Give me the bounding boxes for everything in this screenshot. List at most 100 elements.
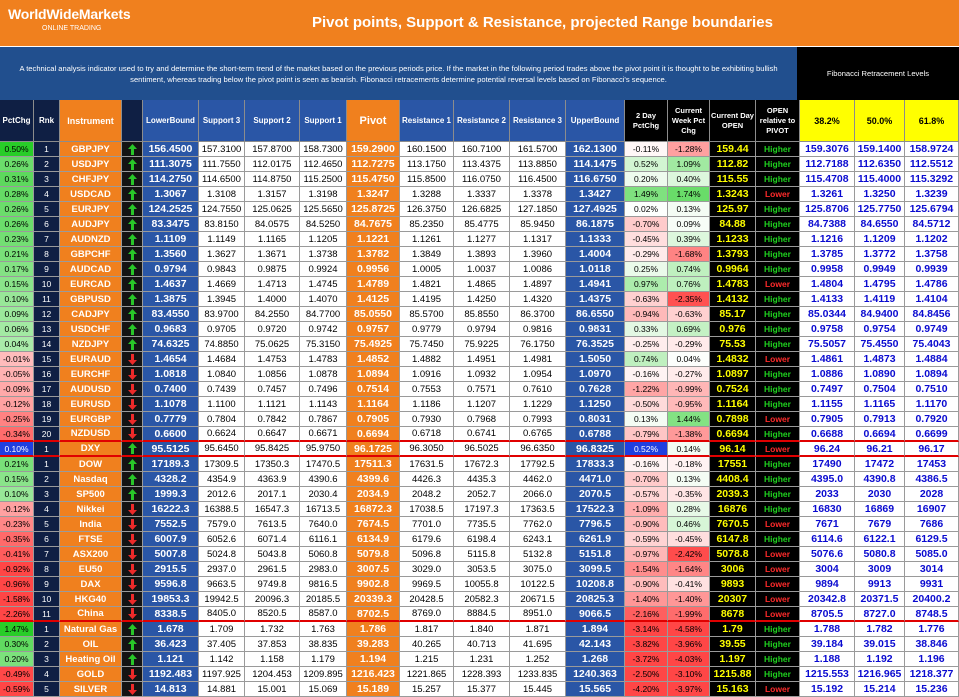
current-week-pct-chg-cell: 0.74% [668,262,710,277]
rank-cell: 5 [34,517,60,532]
support-2-cell: 1.158 [245,652,300,667]
fib-38-2-cell: 16830 [800,502,855,517]
current-week-pct-chg-cell: 0.40% [668,172,710,187]
resistance-3-cell: 86.3700 [510,307,566,322]
current-week-pct-chg-cell: -4.03% [668,652,710,667]
support-3-cell: 1.1100 [199,397,245,412]
support-3-cell: 1.1149 [199,232,245,247]
pct-chg-cell: 0.26% [0,217,34,232]
support-2-cell: 1.3671 [245,247,300,262]
fib-61-8-cell: 0.7920 [905,412,959,427]
pivot-cell: 15.189 [347,682,400,697]
two-day-pct-chg-cell: -0.16% [625,457,668,472]
support-3-cell: 4354.9 [199,472,245,487]
fib-50-0-cell: 9913 [855,577,905,592]
current-week-pct-chg-cell: -2.35% [668,292,710,307]
instrument-cell: USDCHF [60,322,122,337]
fib-61-8-cell: 0.6699 [905,427,959,442]
pct-chg-cell: -0.05% [0,367,34,382]
resistance-3-cell: 161.5700 [510,142,566,157]
instrument-cell: CHFJPY [60,172,122,187]
open-relative-to-pivot-cell: Lower [756,682,800,697]
two-day-pct-chg-cell: -0.11% [625,142,668,157]
table-row: -0.12% 4 Nikkei 16222.3 16388.5 16547.3 16713.… [0,502,959,517]
upper-bound-cell: 0.8031 [566,412,625,427]
current-day-open-cell: 112.82 [710,157,756,172]
pct-chg-cell: 0.04% [0,337,34,352]
open-relative-to-pivot-cell: Higher [756,307,800,322]
current-day-open-cell: 0.7524 [710,382,756,397]
current-week-pct-chg-cell: -1.68% [668,247,710,262]
fib-38-2-cell: 1.1216 [800,232,855,247]
open-relative-to-pivot-cell: Higher [756,367,800,382]
rank-cell: 7 [34,232,60,247]
fib-38-2-cell: 3004 [800,562,855,577]
upper-bound-cell: 0.6788 [566,427,625,442]
resistance-3-cell: 116.4500 [510,172,566,187]
support-2-cell: 112.0175 [245,157,300,172]
support-3-cell: 1.3108 [199,187,245,202]
resistance-2-cell: 126.6825 [454,202,510,217]
fib-61-8-cell: 0.9749 [905,322,959,337]
pct-chg-cell: -0.01% [0,352,34,367]
support-3-cell: 1.4669 [199,277,245,292]
support-1-cell: 1.4745 [300,277,347,292]
resistance-2-cell: 0.7968 [454,412,510,427]
header-pct-chg: PctChg [0,100,34,142]
fib-61-8-cell: 1.196 [905,652,959,667]
fib-61-8-cell: 3014 [905,562,959,577]
resistance-1-cell: 1.3849 [400,247,454,262]
pct-chg-cell: -0.96% [0,577,34,592]
pivot-cell: 1.4125 [347,292,400,307]
trend-cell [122,652,143,667]
row-group: 0.10% 1 DXY 95.5125 95.6450 95.8425 95.9750 96.… [0,442,959,457]
upper-bound-cell: 6261.9 [566,532,625,547]
fib-50-0-cell: 1216.965 [855,667,905,682]
fib-61-8-cell: 38.846 [905,637,959,652]
upper-bound-cell: 1.268 [566,652,625,667]
instrument-cell: NZDJPY [60,337,122,352]
resistance-1-cell: 1.4821 [400,277,454,292]
resistance-1-cell: 40.265 [400,637,454,652]
open-relative-to-pivot-cell: Lower [756,562,800,577]
pivot-cell: 1.3247 [347,187,400,202]
resistance-3-cell: 113.8850 [510,157,566,172]
pct-chg-cell: -0.35% [0,532,34,547]
fib-38-2-cell: 1.188 [800,652,855,667]
support-1-cell: 1.1143 [300,397,347,412]
lower-bound-cell: 83.3475 [143,217,199,232]
upper-bound-cell: 15.565 [566,682,625,697]
pivot-cell: 0.7905 [347,412,400,427]
rank-cell: 5 [34,682,60,697]
lower-bound-cell: 1.4654 [143,352,199,367]
trend-cell [122,217,143,232]
rank-cell: 8 [34,247,60,262]
trend-cell [122,562,143,577]
lower-bound-cell: 5007.8 [143,547,199,562]
support-1-cell: 1.179 [300,652,347,667]
support-2-cell: 1.4753 [245,352,300,367]
two-day-pct-chg-cell: -0.59% [625,532,668,547]
resistance-2-cell: 20582.3 [454,592,510,607]
upper-bound-cell: 4471.0 [566,472,625,487]
two-day-pct-chg-cell: 0.13% [625,412,668,427]
current-week-pct-chg-cell: 0.04% [668,352,710,367]
fib-38-2-cell: 15.192 [800,682,855,697]
instrument-cell: EURGBP [60,412,122,427]
pivot-cell: 1.1164 [347,397,400,412]
current-week-pct-chg-cell: -0.99% [668,382,710,397]
fib-61-8-cell: 4386.5 [905,472,959,487]
fib-38-2-cell: 5076.6 [800,547,855,562]
support-2-cell: 37.853 [245,637,300,652]
two-day-pct-chg-cell: -1.40% [625,592,668,607]
header-rank: Rnk [34,100,60,142]
support-2-cell: 1.3157 [245,187,300,202]
resistance-3-cell: 0.9816 [510,322,566,337]
lower-bound-cell: 16222.3 [143,502,199,517]
support-1-cell: 1.3198 [300,187,347,202]
resistance-1-cell: 4426.3 [400,472,454,487]
current-day-open-cell: 16876 [710,502,756,517]
current-day-open-cell: 0.6694 [710,427,756,442]
arrow-up-icon [127,323,137,335]
pct-chg-cell: 0.10% [0,442,34,457]
